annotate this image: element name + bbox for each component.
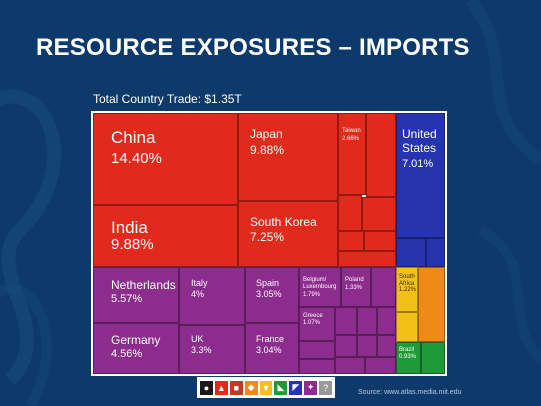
tile-label-belgium-luxembourg: Belgium/ Luxembourg <box>303 277 337 290</box>
tile-value-poland: 1.33% <box>345 285 363 291</box>
tile-belgium-luxembourg[interactable]: Belgium/ Luxembourg 1.79% <box>299 267 341 307</box>
tile-europe-small-5[interactable] <box>357 307 377 335</box>
tile-value-germany: 4.56% <box>111 348 143 360</box>
source-citation: Source: www.atlas.media.mit.edu <box>358 389 462 396</box>
oceania-icon[interactable]: ✦ <box>304 380 318 395</box>
tile-china[interactable]: China 14.40% <box>93 113 238 205</box>
tile-label-south-africa: South Africa <box>399 274 415 287</box>
region-filter-toolbar: ● ▲ ■ ◆ ▼ ◣ ◤ ✦ ? <box>197 377 335 398</box>
tile-europe-small-1[interactable] <box>371 267 396 307</box>
tile-value-france: 3.04% <box>256 345 282 355</box>
tile-value-india: 9.88% <box>111 236 154 253</box>
total-trade-label: Total Country Trade: $1.35T <box>93 92 242 106</box>
tile-value-china: 14.40% <box>111 150 162 167</box>
tile-value-spain: 3.05% <box>256 289 282 299</box>
tile-europe-small-11[interactable] <box>365 357 396 374</box>
tile-label-germany: Germany <box>111 333 161 347</box>
tile-label-italy: Italy <box>191 278 208 288</box>
world-icon[interactable]: ● <box>200 380 213 395</box>
tile-asia-small-2[interactable] <box>338 195 362 231</box>
tile-asia-small-6[interactable] <box>338 251 396 267</box>
europe-icon[interactable]: ■ <box>229 380 243 395</box>
tile-value-uk: 3.3% <box>191 345 212 355</box>
tile-poland[interactable]: Poland 1.33% <box>341 267 371 307</box>
tile-brazil[interactable]: Brazil 0.93% <box>396 342 421 374</box>
tile-label-india: India <box>111 218 148 237</box>
tile-netherlands[interactable]: Netherlands 5.57% <box>93 267 179 323</box>
tile-france[interactable]: France 3.04% <box>245 323 299 374</box>
tile-value-brazil: 0.93% <box>399 354 417 360</box>
tile-europe-small-9[interactable] <box>377 335 396 357</box>
asia-icon[interactable]: ▲ <box>214 380 228 395</box>
tile-label-poland: Poland <box>345 277 364 283</box>
tile-italy[interactable]: Italy 4% <box>179 267 245 325</box>
tile-value-greece: 1.07% <box>303 320 321 326</box>
tile-europe-small-6[interactable] <box>377 307 396 335</box>
tile-africa-small-2[interactable] <box>418 267 445 342</box>
tile-value-italy: 4% <box>191 289 205 299</box>
tile-spain[interactable]: Spain 3.05% <box>245 267 299 323</box>
tile-taiwan[interactable]: Taiwan 2.66% <box>338 113 366 195</box>
tile-asia-small-1[interactable] <box>366 113 396 197</box>
tile-label-united-states: United States <box>402 127 437 155</box>
tile-europe-small-3[interactable] <box>299 359 335 374</box>
americas-icon[interactable]: ▼ <box>259 380 273 395</box>
unknown-icon[interactable]: ? <box>319 380 333 395</box>
tile-value-united-states: 7.01% <box>402 158 434 170</box>
africa-icon[interactable]: ◆ <box>244 380 258 395</box>
tile-japan[interactable]: Japan 9.88% <box>238 113 338 201</box>
tile-value-south-korea: 7.25% <box>250 230 285 244</box>
tile-value-netherlands: 5.57% <box>111 293 143 305</box>
imports-treemap: China 14.40% Japan 9.88% Taiwan 2.66% In… <box>91 111 447 376</box>
tile-asia-small-3[interactable] <box>362 197 396 231</box>
tile-label-japan: Japan <box>250 127 283 141</box>
tile-europe-small-10[interactable] <box>335 357 365 374</box>
tile-label-spain: Spain <box>256 278 280 288</box>
tile-label-china: China <box>111 128 156 147</box>
tile-value-south-africa: 1.22% <box>399 287 417 293</box>
tile-asia-small-5[interactable] <box>364 231 396 251</box>
tile-europe-small-8[interactable] <box>357 335 377 357</box>
tile-india[interactable]: India 9.88% <box>93 205 238 267</box>
tile-value-taiwan: 2.66% <box>342 136 360 142</box>
tile-uk[interactable]: UK 3.3% <box>179 325 245 374</box>
tile-asia-small-4[interactable] <box>338 231 364 251</box>
south-america-icon[interactable]: ◣ <box>274 380 288 395</box>
tile-label-uk: UK <box>191 334 204 344</box>
tile-africa-small-1[interactable] <box>396 312 418 342</box>
tile-label-taiwan: Taiwan <box>342 128 361 134</box>
tile-label-greece: Greece <box>303 313 323 319</box>
tile-label-france: France <box>256 334 285 344</box>
tile-value-belgium-luxembourg: 1.79% <box>303 292 321 298</box>
tile-europe-small-2[interactable] <box>299 341 335 359</box>
tile-value-japan: 9.88% <box>250 143 285 157</box>
north-america-icon[interactable]: ◤ <box>289 380 303 395</box>
tile-south-korea[interactable]: South Korea 7.25% <box>238 201 338 267</box>
tile-greece[interactable]: Greece 1.07% <box>299 307 335 341</box>
tile-europe-small-7[interactable] <box>335 335 357 357</box>
tile-label-brazil: Brazil <box>399 347 415 353</box>
tile-sa-small-1[interactable] <box>421 342 445 374</box>
tile-label-south-korea: South Korea <box>250 215 317 229</box>
tile-south-africa[interactable]: South Africa 1.22% <box>396 267 418 312</box>
tile-germany[interactable]: Germany 4.56% <box>93 323 179 374</box>
tile-na-small-2[interactable] <box>426 238 445 267</box>
tile-united-states[interactable]: United States 7.01% <box>396 113 445 238</box>
tile-label-netherlands: Netherlands <box>111 278 176 292</box>
slide-title: RESOURCE EXPOSURES – IMPORTS <box>36 34 470 61</box>
tile-na-small-1[interactable] <box>396 238 426 267</box>
tile-europe-small-4[interactable] <box>335 307 357 335</box>
